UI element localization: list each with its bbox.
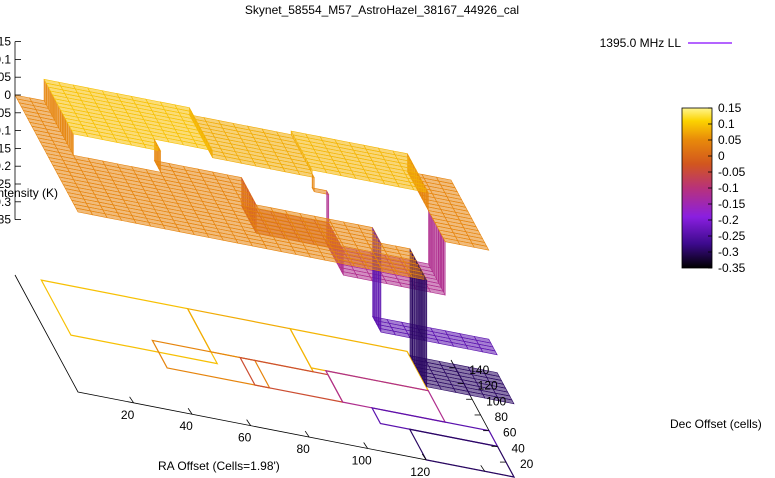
x-tick	[421, 453, 427, 461]
y-tick-label: 20	[520, 457, 534, 471]
x-tick	[187, 408, 193, 415]
y-tick-label: 80	[495, 410, 509, 424]
colorbar-tick-label: -0.05	[718, 165, 746, 179]
z-tick-label: -0.2	[0, 159, 11, 173]
contour-loop	[40, 279, 219, 365]
x-tick	[363, 442, 369, 449]
x-tick	[304, 430, 310, 438]
base-outline	[14, 274, 515, 478]
x-tick	[129, 396, 134, 404]
z-tick-label: 0.1	[0, 52, 11, 66]
x-tick-label: 140	[469, 476, 489, 478]
z-axis-label: Intensity (K)	[0, 186, 58, 200]
x-tick-label: 60	[238, 431, 252, 445]
surface-cell	[496, 396, 515, 405]
colorbar-tick-label: -0.3	[718, 245, 739, 259]
z-tick-label: -0.35	[0, 213, 11, 227]
colorbar-tick-label: 0.15	[718, 101, 742, 115]
x-tick	[246, 419, 251, 426]
surface-cell	[471, 243, 490, 251]
colorbar-tick-label: -0.1	[718, 181, 739, 195]
contour-loop	[239, 356, 344, 403]
base-frame	[14, 274, 515, 478]
x-tick-label: 100	[352, 453, 372, 467]
colorbar-tick-label: 0.1	[718, 117, 735, 131]
x-axis-ticks: 20 40 60 80 100 120 140	[121, 396, 489, 478]
y-axis-label: Dec Offset (cells)	[670, 417, 762, 431]
y-tick-label: 140	[469, 363, 489, 377]
z-tick-label: -0.05	[0, 106, 11, 120]
x-axis-label: RA Offset (Cells=1.98')	[158, 459, 280, 473]
legend-label: 1395.0 MHz LL	[600, 36, 682, 50]
x-tick-label: 40	[179, 419, 193, 433]
z-tick-label: -0.25	[0, 177, 11, 191]
z-tick-label: 0	[4, 88, 11, 102]
contour-loop	[370, 407, 499, 448]
z-tick-label: -0.1	[0, 124, 11, 138]
y-tick-label: 120	[478, 379, 498, 393]
x-tick-label: 80	[296, 442, 310, 456]
x-tick-label: 120	[410, 465, 430, 478]
colorbar-ticks: 0.15 0.1 0.05 0 -0.05 -0.1 -0.15 -0.2 -0.25 -0.3 -…	[708, 101, 746, 275]
contour-loop	[288, 327, 430, 392]
intensity-surface	[14, 78, 515, 405]
colorbar-tick-label: 0	[718, 149, 725, 163]
y-tick-label: 60	[503, 426, 517, 440]
y-tick-label: 40	[512, 441, 526, 455]
colorbar-tick-label: -0.2	[718, 213, 739, 227]
contour-loop	[186, 307, 315, 373]
chart-title: Skynet_58554_M57_AstroHazel_38167_44926_…	[245, 3, 519, 17]
z-axis: 0.15 0.1 0.05 0 -0.05 -0.1 -0.15 -0.2 -0.25 -0.3 -…	[0, 35, 21, 227]
surface-cell	[311, 187, 330, 195]
z-tick-label: -0.15	[0, 141, 11, 155]
surface-cell	[480, 347, 498, 356]
x-tick	[480, 465, 486, 472]
z-tick-label: 0.15	[0, 35, 11, 49]
x-tick-label: 20	[121, 408, 135, 422]
colorbar-tick-label: -0.25	[718, 229, 746, 243]
colorbar-tick-label: -0.35	[718, 261, 746, 275]
colorbar	[681, 107, 713, 269]
colorbar-tick-label: -0.15	[718, 197, 746, 211]
z-tick-label: -0.3	[0, 195, 11, 209]
z-tick-label: 0.05	[0, 70, 11, 84]
y-tick-label: 100	[486, 394, 506, 408]
colorbar-tick-label: 0.05	[718, 133, 742, 147]
